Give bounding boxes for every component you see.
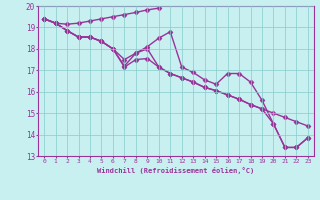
X-axis label: Windchill (Refroidissement éolien,°C): Windchill (Refroidissement éolien,°C) — [97, 167, 255, 174]
